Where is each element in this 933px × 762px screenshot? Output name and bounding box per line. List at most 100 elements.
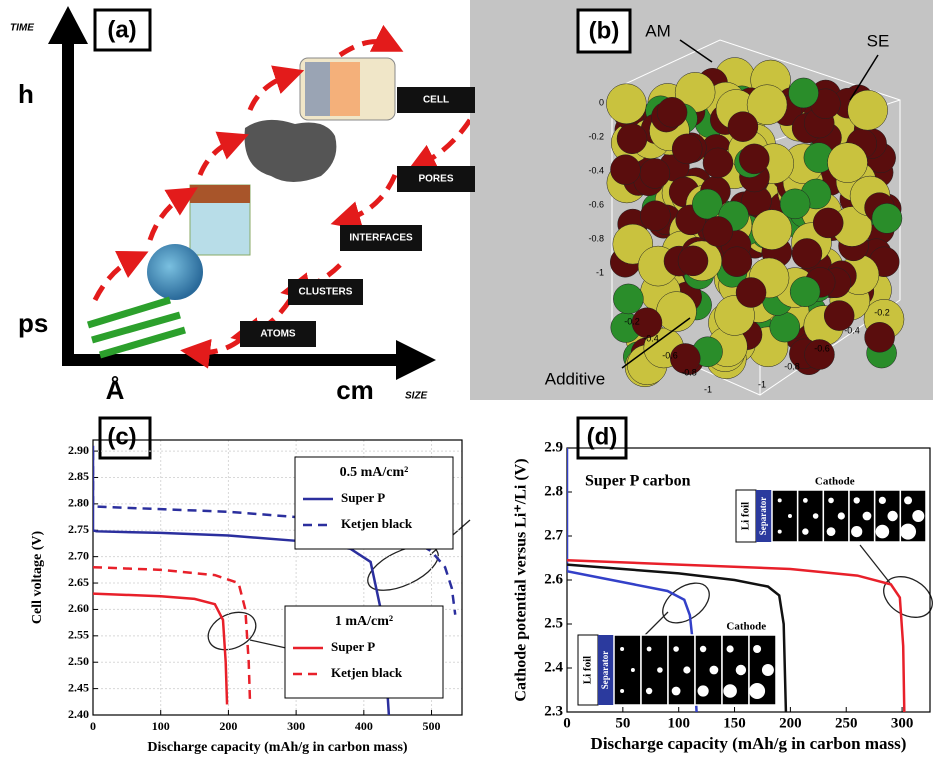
- y-tick-label: 2.85: [68, 469, 89, 483]
- inset-pore: [879, 497, 886, 504]
- particle: [692, 189, 722, 219]
- x-axis-title: SIZE: [405, 391, 428, 402]
- inset-pore: [727, 645, 734, 652]
- x-tick-label: -1: [704, 384, 712, 394]
- x-tick-label: 500: [423, 719, 441, 733]
- inset-anode-label: Li foil: [582, 656, 594, 684]
- legend-title: 1 mA/cm²: [335, 614, 393, 629]
- level-label: ATOMS: [260, 329, 296, 340]
- y-tick-label: 2.7: [544, 527, 563, 543]
- inset-cathode-cell: [798, 490, 824, 542]
- legend-label: Super P: [341, 490, 385, 505]
- inset-pore: [673, 646, 679, 652]
- panel-label: (b): [589, 17, 620, 44]
- y-axis-label: Cell voltage (V): [30, 531, 45, 625]
- inset-pore: [828, 498, 834, 504]
- y-tick-label: 2.50: [68, 654, 89, 668]
- cell-image: [305, 62, 330, 116]
- inset-title: Cathode: [726, 621, 766, 633]
- x-axis-label: Discharge capacity (mAh/g in carbon mass…: [591, 734, 907, 753]
- particle: [656, 292, 696, 332]
- inset-pore: [803, 498, 808, 503]
- inset-pore: [683, 666, 690, 673]
- cluster-image: [147, 244, 203, 300]
- level-label: PORES: [418, 174, 453, 185]
- x-tick-label: -0.4: [643, 333, 659, 343]
- y-tick-label: -0.8: [784, 361, 800, 371]
- particle: [703, 148, 733, 178]
- y-tick-label: 2.5: [544, 615, 563, 631]
- inset-anode-label: Li foil: [740, 502, 752, 530]
- interfaces-image: [190, 185, 250, 203]
- y-tick-label: 2.90: [68, 443, 89, 457]
- inset-pore: [710, 666, 719, 675]
- inset-pore: [854, 497, 860, 503]
- y-tick-label: 2.6: [544, 571, 563, 587]
- x-tick-label: 200: [219, 719, 237, 733]
- y-tick-label: -1: [758, 379, 766, 389]
- x-tick-label: 0: [563, 715, 571, 731]
- legend-label: Super P: [331, 639, 375, 654]
- particle: [872, 203, 902, 233]
- atoms-image: [88, 300, 185, 355]
- inset-pore: [778, 530, 782, 534]
- particle: [640, 158, 670, 188]
- series-line: [93, 594, 227, 705]
- inset-pore: [672, 687, 681, 696]
- particle: [657, 97, 687, 127]
- y-tick-label: 2.40: [68, 707, 89, 721]
- y-tick-label: -0.2: [874, 307, 890, 317]
- particle: [703, 216, 733, 246]
- x-tick-label: 100: [667, 715, 690, 731]
- z-tick-label: -0.8: [588, 233, 604, 243]
- time-tick: ps: [18, 308, 48, 338]
- inset-separator-label: Separator: [600, 651, 610, 690]
- particle: [770, 312, 800, 342]
- x-tick-label: 0: [90, 719, 96, 733]
- time-arrow: [48, 6, 88, 44]
- particle: [640, 201, 670, 231]
- particle: [789, 78, 819, 108]
- particle: [617, 124, 647, 154]
- y-tick-label: 2.4: [544, 659, 563, 675]
- particle: [728, 112, 758, 142]
- x-tick-label: 300: [891, 715, 914, 731]
- z-tick-label: 0: [599, 97, 604, 107]
- y-tick-label: 2.65: [68, 575, 89, 589]
- cell-image: [330, 62, 360, 116]
- inset-cathode-cell: [668, 635, 695, 705]
- particle: [736, 278, 766, 308]
- figure: (a)TIMESIZEhpsÅcmCELLPORESINTERFACESCLUS…: [0, 0, 933, 762]
- particle: [848, 90, 888, 130]
- x-tick-label: -0.8: [681, 367, 697, 377]
- annotation: SE: [867, 31, 890, 50]
- particle: [828, 143, 868, 183]
- inset-title: Cathode: [815, 476, 855, 488]
- inset-cathode-cell: [614, 635, 641, 705]
- inset-pore: [620, 689, 624, 693]
- legend-label: Ketjen black: [341, 516, 413, 531]
- y-tick-label: 2.70: [68, 548, 89, 562]
- particle: [865, 322, 895, 352]
- inset-cathode-cell: [823, 490, 849, 542]
- inset-pore: [912, 510, 924, 522]
- particle: [672, 134, 702, 164]
- inset-pore: [876, 525, 890, 539]
- particle: [613, 284, 643, 314]
- inset-pore: [900, 524, 916, 540]
- size-arrow: [396, 340, 436, 380]
- level-label: INTERFACES: [349, 233, 413, 244]
- inset-pore: [863, 512, 872, 521]
- annotation: Super P carbon: [585, 473, 691, 490]
- inset-pore: [802, 528, 808, 534]
- inset-pore: [700, 646, 706, 652]
- particle: [606, 84, 646, 124]
- x-tick-label: 400: [355, 719, 373, 733]
- size-tick: cm: [336, 375, 374, 405]
- time-tick: h: [18, 79, 34, 109]
- z-tick-label: -0.2: [588, 131, 604, 141]
- y-tick-label: -0.4: [844, 325, 860, 335]
- annotation: AM: [645, 21, 671, 40]
- inset-pore: [827, 527, 836, 536]
- inset-pore: [698, 685, 709, 696]
